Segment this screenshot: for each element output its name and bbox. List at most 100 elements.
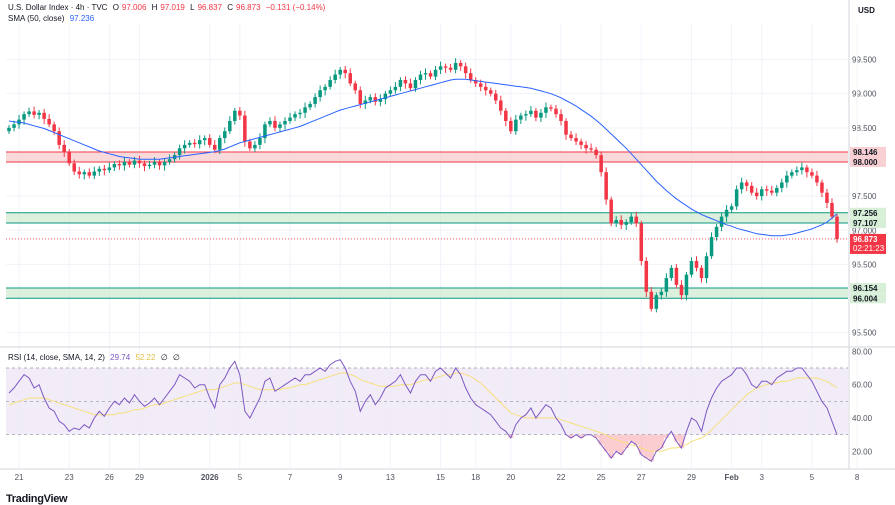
last-price-tag [850, 233, 886, 254]
low-label: L [190, 3, 195, 12]
rsi-oversold-fill [673, 434, 679, 442]
zone-price-tag [850, 146, 886, 157]
sma-value: 97.236 [69, 14, 95, 23]
candle-body [664, 278, 669, 292]
rsi-oversold-fill [613, 434, 619, 452]
rsi-oversold-fill [678, 434, 684, 448]
currency-label[interactable]: USD [858, 6, 875, 15]
candle-body [634, 216, 639, 224]
rsi-oversold-fill [578, 434, 584, 438]
candle-body [639, 223, 644, 261]
candle-body [629, 216, 634, 223]
candle-body [343, 69, 347, 74]
candle-body [780, 182, 784, 188]
open-label: O [112, 3, 119, 12]
sma-legend[interactable]: SMA (50, close) 97.236 [8, 14, 97, 23]
candle-body [187, 142, 192, 145]
rsi-oversold-fill [568, 434, 574, 438]
candle-body [524, 114, 528, 116]
symbol-title[interactable]: U.S. Dollar Index · 4h · TVC [8, 3, 108, 12]
candle-body [67, 151, 71, 164]
candle-body [22, 114, 26, 120]
candle-body [97, 168, 102, 172]
rsi-sma-value: 52.22 [135, 353, 156, 362]
candle-body [764, 189, 769, 191]
zone-price-label: 97.256 [853, 209, 878, 218]
candle-body [594, 149, 598, 156]
time-tick-label: 5 [810, 473, 815, 482]
candle-body [167, 159, 172, 162]
candle-body [288, 117, 292, 121]
time-tick-label: 13 [386, 473, 395, 482]
candle-body [544, 107, 548, 113]
rsi-oversold-fill [608, 434, 614, 458]
last-price-label: 96.873 [853, 235, 878, 244]
zone-price-tag [850, 207, 886, 218]
candle-body [458, 62, 463, 67]
tradingview-logo[interactable]: TradingView [6, 493, 68, 505]
candle-body [12, 124, 16, 128]
time-tick-label: 18 [471, 473, 480, 482]
candle-body [353, 83, 358, 91]
candle-body [534, 110, 538, 118]
candle-body [759, 189, 764, 197]
time-tick-label: 29 [135, 473, 144, 482]
candle-body [318, 90, 322, 98]
rsi-sma-line [8, 372, 838, 452]
candle-body [157, 161, 162, 166]
candle-body [519, 115, 523, 120]
candle-body [298, 112, 302, 115]
candle-body [142, 163, 147, 167]
open-value: 97.006 [121, 3, 147, 12]
time-tick-label: 20 [506, 473, 515, 482]
candle-body [499, 100, 503, 111]
candle-body [418, 74, 423, 81]
candle-body [754, 192, 759, 197]
candle-body [589, 148, 593, 150]
rsi-oversold-fill [643, 434, 649, 458]
candle-body [147, 164, 152, 167]
candle-body [368, 97, 373, 101]
rsi-value: 29.74 [110, 353, 131, 362]
candle-body [303, 107, 307, 113]
candle-body [604, 172, 608, 200]
candle-body [403, 80, 408, 84]
candle-body [679, 284, 684, 296]
candle-body [408, 83, 413, 89]
rsi-legend[interactable]: RSI (14, close, SMA, 14, 2) 29.74 52.22 … [8, 353, 183, 362]
candle-body [218, 138, 222, 150]
candle-body [92, 171, 97, 176]
low-value: 96.837 [197, 3, 223, 12]
candle-body [228, 120, 232, 132]
zone-price-tag [850, 156, 886, 167]
price-tick-label: 97.500 [852, 192, 877, 201]
candle-body [152, 161, 157, 165]
rsi-label: RSI (14, close, SMA, 14, 2) [8, 353, 105, 362]
rsi-oversold-fill [628, 434, 634, 442]
candle-body [112, 164, 117, 168]
candle-body [423, 73, 428, 75]
candle-body [614, 220, 618, 224]
candle-body [795, 170, 799, 173]
candle-body [202, 138, 207, 141]
candle-body [669, 267, 674, 279]
candle-body [57, 131, 61, 145]
time-tick-label: 22 [557, 473, 566, 482]
candle-body [835, 216, 839, 240]
zone-price-tag [850, 293, 886, 304]
candle-body [609, 199, 613, 224]
price-tick-label: 99.000 [852, 90, 877, 99]
candle-body [624, 222, 628, 225]
main-legend: U.S. Dollar Index · 4h · TVC O 97.006 H 97… [8, 3, 328, 12]
candle-body [308, 103, 312, 108]
candle-body [428, 73, 433, 77]
candle-body [433, 69, 438, 77]
change-value: −0.131 (−0.14%) [265, 3, 326, 12]
candle-body [569, 134, 573, 139]
candle-body [719, 216, 724, 227]
zone-price-label: 96.004 [853, 294, 878, 303]
candle-body [830, 202, 834, 217]
candle-body [7, 127, 11, 132]
